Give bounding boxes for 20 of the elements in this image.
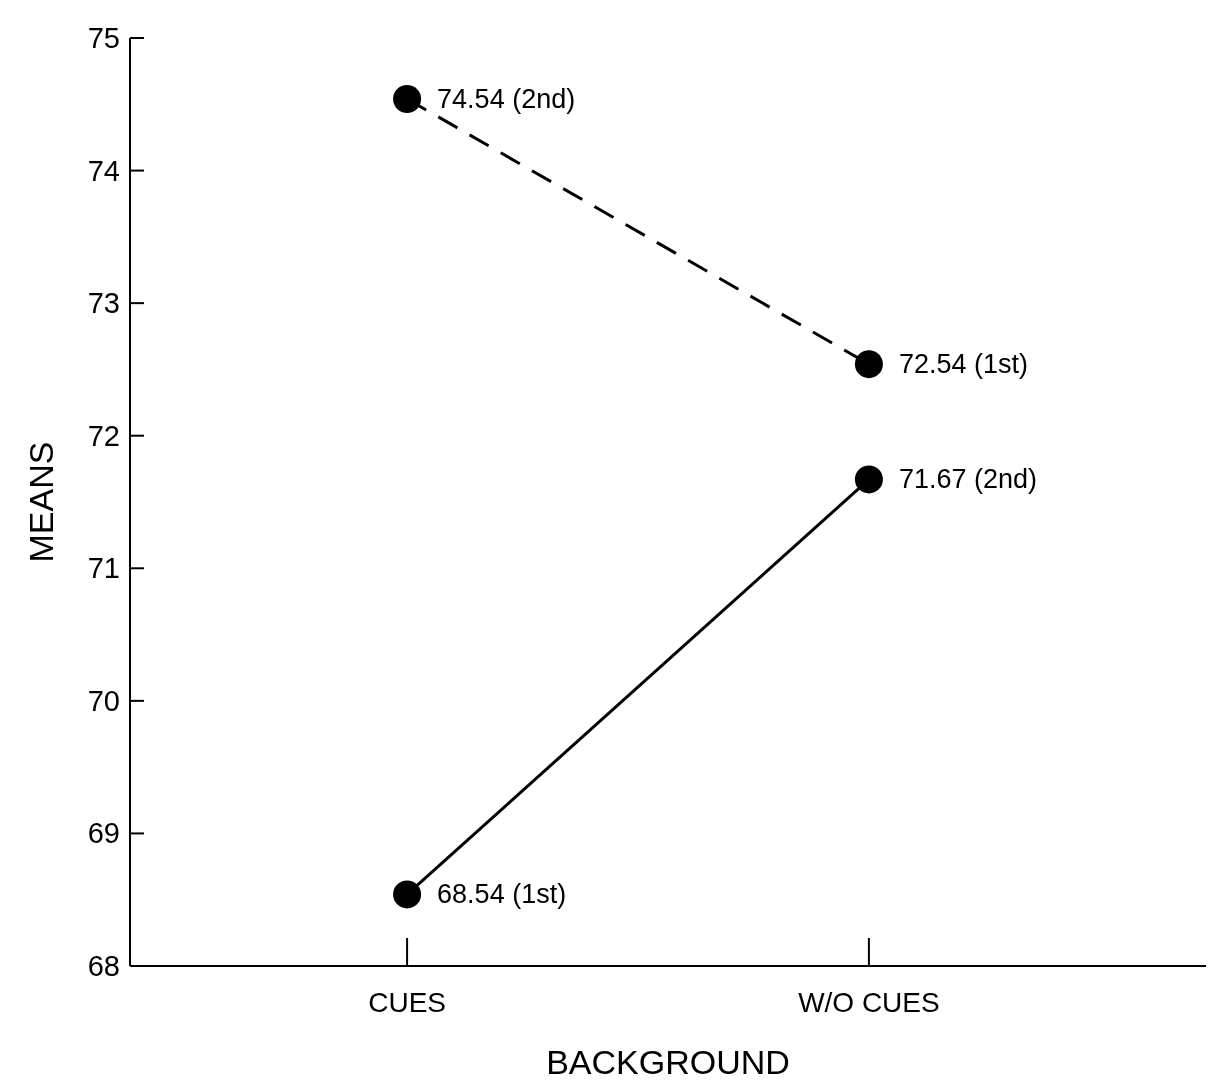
data-label: 71.67 (2nd) (898, 464, 1038, 495)
y-tick-label: 71 (87, 552, 120, 585)
y-tick-label: 69 (87, 817, 120, 850)
data-label: 74.54 (2nd) (437, 83, 576, 114)
y-axis-title: MEANS (22, 441, 60, 563)
y-tick-label: 74 (87, 154, 120, 187)
point (393, 880, 422, 909)
point (854, 350, 883, 379)
x-axis-title: BACKGROUND (546, 1043, 790, 1081)
point (854, 465, 883, 494)
x-tick-label: W/O CUES (798, 987, 940, 1018)
y-tick-label: 73 (87, 287, 120, 320)
data-label: 68.54 (1st) (437, 879, 567, 910)
y-tick-label: 70 (87, 684, 120, 717)
y-tick-label: 75 (87, 22, 120, 54)
y-tick-label: 72 (87, 419, 120, 452)
data-label: 72.54 (1st) (898, 349, 1028, 380)
point (393, 84, 422, 113)
y-tick-label: 68 (87, 950, 120, 982)
x-tick-label: CUES (368, 987, 446, 1018)
